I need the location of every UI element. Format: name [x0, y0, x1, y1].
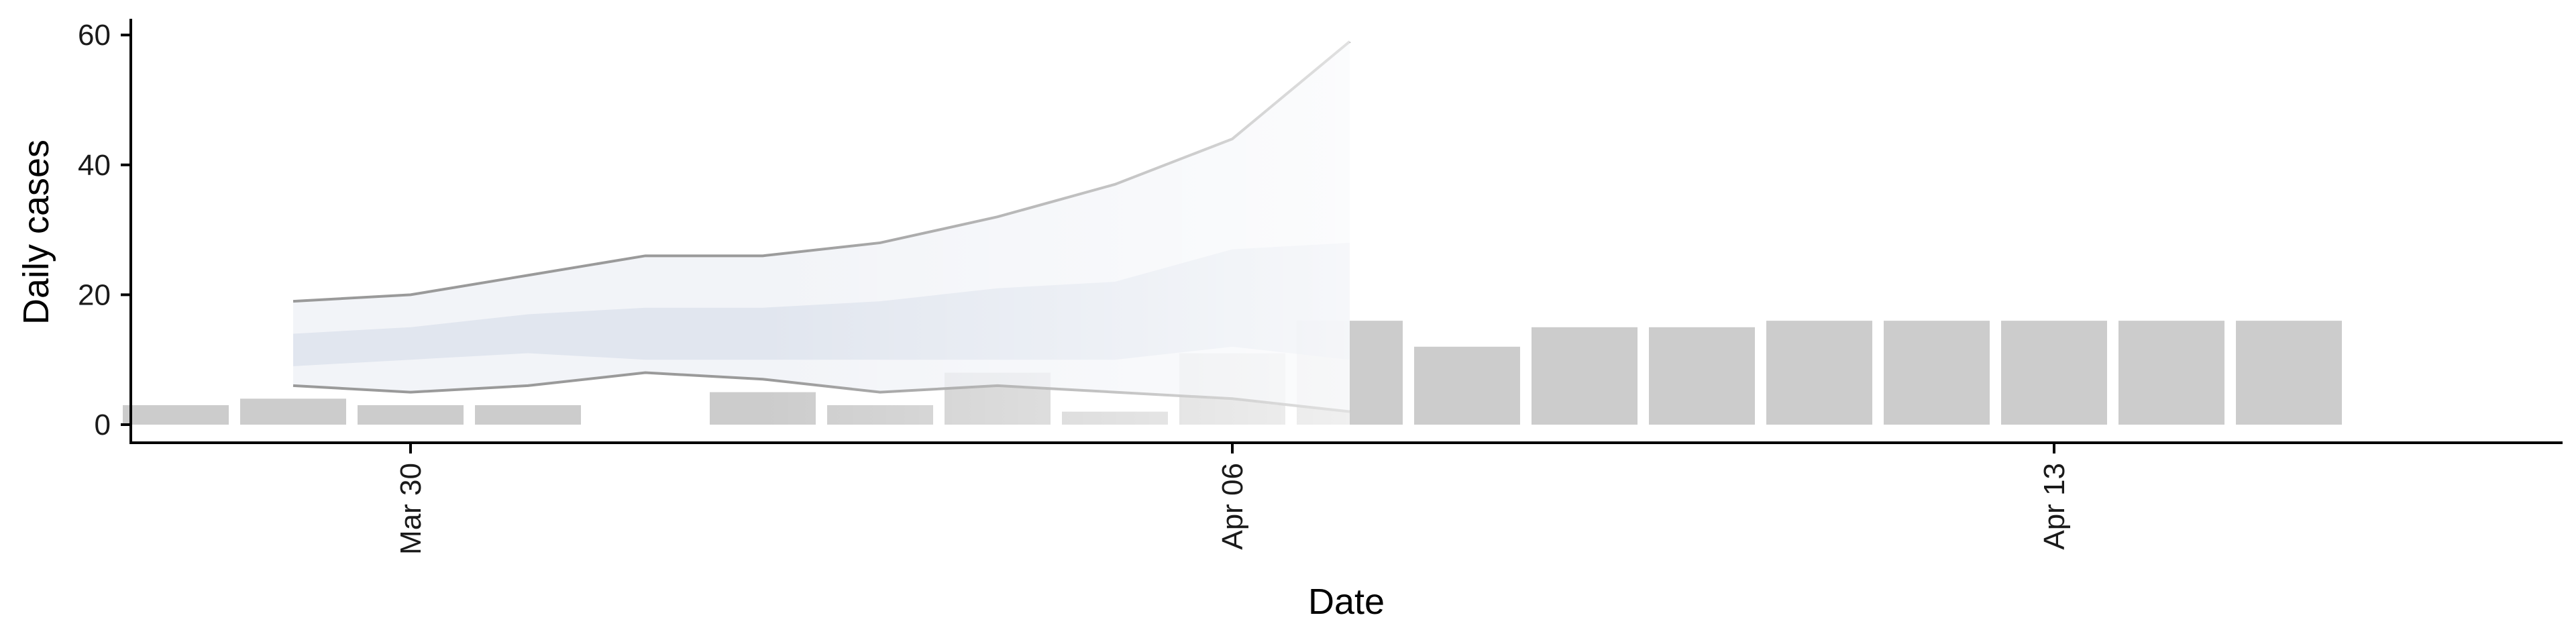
- y-tick-label-40: 40: [78, 149, 111, 182]
- y-axis-title: Daily cases: [16, 140, 56, 325]
- x-ticks: Mar 30 Apr 06 Apr 13: [394, 443, 2071, 555]
- x-axis-title: Date: [1308, 582, 1385, 622]
- bar-2020-04-14: [2118, 321, 2224, 425]
- forecast-ribbon: [292, 19, 1351, 425]
- y-tick-label-0: 0: [95, 409, 111, 441]
- x-tick-label-2020-04-13: Apr 13: [2038, 463, 2071, 550]
- ribbon-fade: [763, 19, 1350, 425]
- bar-2020-04-13: [2001, 321, 2107, 425]
- bar-2020-03-29: [240, 398, 346, 425]
- axes: [129, 19, 2563, 444]
- bar-2020-03-31: [475, 405, 581, 425]
- bar-2020-03-28: [123, 405, 229, 425]
- bar-2020-04-10: [1649, 327, 1755, 425]
- bar-2020-04-12: [1884, 321, 1990, 425]
- bar-2020-04-08: [1414, 346, 1520, 425]
- x-tick-label-2020-04-06: Apr 06: [1216, 463, 1249, 550]
- bar-2020-04-09: [1532, 327, 1638, 425]
- bar-2020-04-15: [2236, 321, 2342, 425]
- bar-2020-04-11: [1766, 321, 1872, 425]
- y-tick-label-20: 20: [78, 278, 111, 311]
- bar-2020-03-30: [358, 405, 464, 425]
- y-ticks: 0 20 40 60: [78, 19, 131, 441]
- y-tick-label-60: 60: [78, 19, 111, 52]
- x-tick-label-2020-03-30: Mar 30: [394, 463, 427, 555]
